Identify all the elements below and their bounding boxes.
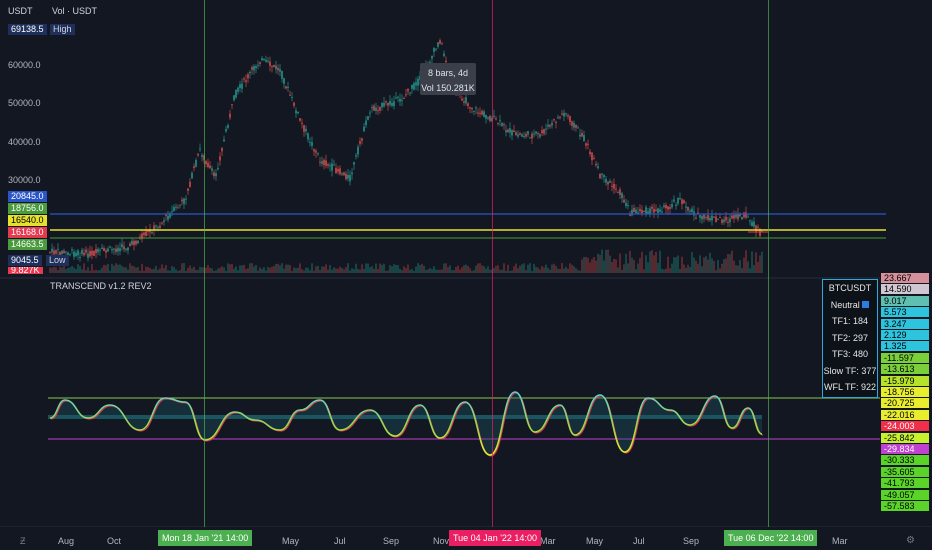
volume-bars bbox=[49, 249, 763, 273]
info-row: TF2: 297 bbox=[831, 332, 869, 343]
scale-tag: -18.756 bbox=[881, 387, 929, 397]
price-levels bbox=[50, 213, 886, 239]
price-candles bbox=[49, 38, 763, 262]
scale-tag: -13.613 bbox=[881, 364, 929, 375]
price-tick: 50000.0 bbox=[8, 98, 41, 108]
level-tag-20845: 20845.0 bbox=[8, 191, 47, 202]
zoom-icon[interactable]: Ƶ bbox=[20, 536, 26, 546]
low-label: Low bbox=[46, 255, 69, 266]
time-badge-jan21: Mon 18 Jan '21 14:00 bbox=[158, 530, 253, 546]
scale-tag: -22.016 bbox=[881, 409, 929, 420]
time-tick: Mar bbox=[832, 536, 848, 546]
chart-canvas[interactable] bbox=[0, 0, 932, 527]
scale-tag: -29.834 bbox=[881, 444, 929, 454]
level-tag-16168: 16168.0 bbox=[8, 227, 47, 238]
scale-tag: -25.842 bbox=[881, 432, 929, 443]
info-status-text: Neutral bbox=[830, 299, 860, 310]
indicator-title[interactable]: TRANSCEND v1.2 REV2 bbox=[50, 281, 152, 291]
time-tick: Sep bbox=[683, 536, 700, 546]
scale-tag: -15.979 bbox=[881, 375, 929, 386]
high-value-tag: 69138.5 bbox=[8, 24, 47, 35]
scale-tag: -11.597 bbox=[881, 352, 929, 363]
info-status: Neutral bbox=[823, 297, 877, 314]
vline-jan21 bbox=[204, 0, 205, 527]
scale-tag: 1.325 bbox=[881, 341, 929, 352]
scale-tag: 2.129 bbox=[881, 330, 929, 340]
scale-tag: 23.667 bbox=[881, 273, 929, 283]
scale-tag: -30.333 bbox=[881, 455, 929, 466]
volume-unit-label: Vol · USDT bbox=[52, 6, 98, 16]
price-tick: 60000.0 bbox=[8, 60, 41, 70]
time-tick: Mar bbox=[540, 536, 556, 546]
level-tag-18756: 18756.0 bbox=[8, 203, 47, 214]
status-square-icon bbox=[862, 300, 870, 308]
level-tag-16540: 16540.0 bbox=[8, 215, 47, 226]
scale-tag: -41.793 bbox=[881, 478, 929, 489]
price-tick: 30000.0 bbox=[8, 175, 41, 185]
level-tag-14663: 14663.5 bbox=[8, 239, 47, 250]
time-badge-dec22: Tue 06 Dec '22 14:00 bbox=[724, 530, 818, 546]
grid bbox=[0, 277, 932, 527]
scale-tag: -20.725 bbox=[881, 398, 929, 409]
time-tick: Nov bbox=[433, 536, 450, 546]
scale-tag: -35.605 bbox=[881, 466, 929, 477]
time-tick: Oct bbox=[107, 536, 122, 546]
time-tick: Jul bbox=[633, 536, 645, 546]
info-row: Slow TF: 377 bbox=[823, 365, 877, 376]
tooltip-volume: Vol 150.281K bbox=[421, 83, 475, 93]
time-tick: Jul bbox=[334, 536, 346, 546]
price-unit-label: USDT bbox=[8, 6, 33, 16]
scale-tag: -49.057 bbox=[881, 489, 929, 500]
info-row: WFL TF: 922 bbox=[823, 382, 876, 392]
volume-tag: 9.827K bbox=[8, 267, 43, 274]
scale-tag: -24.003 bbox=[881, 421, 929, 432]
scale-tag: 3.247 bbox=[881, 318, 929, 329]
low-value-tag: 9045.5 bbox=[8, 255, 42, 266]
measure-tooltip: 8 bars, 4d Vol 150.281K bbox=[420, 63, 476, 95]
settings-gear-icon[interactable]: ⚙ bbox=[906, 535, 915, 546]
tooltip-bars: 8 bars, 4d bbox=[427, 68, 469, 78]
vline-jan22 bbox=[492, 0, 493, 527]
time-badge-jan22: Tue 04 Jan '22 14:00 bbox=[449, 530, 541, 546]
info-symbol: BTCUSDT bbox=[828, 283, 872, 293]
oscillator bbox=[48, 391, 880, 457]
info-table: BTCUSDT Neutral TF1: 184 TF2: 297 TF3: 4… bbox=[822, 279, 878, 398]
info-row: TF1: 184 bbox=[831, 316, 869, 326]
time-tick: May bbox=[282, 536, 300, 546]
scale-tag: 5.573 bbox=[881, 307, 929, 318]
scale-tag: 14.590 bbox=[881, 284, 929, 295]
vline-dec22 bbox=[768, 0, 769, 527]
price-tick: 40000.0 bbox=[8, 137, 41, 147]
scale-tag: 9.017 bbox=[881, 295, 929, 306]
info-row: TF3: 480 bbox=[831, 349, 869, 359]
time-tick: May bbox=[586, 536, 604, 546]
scale-tag: -57.583 bbox=[881, 501, 929, 511]
time-tick: Aug bbox=[58, 536, 75, 546]
time-tick: Sep bbox=[383, 536, 400, 546]
high-label: High bbox=[50, 24, 75, 35]
